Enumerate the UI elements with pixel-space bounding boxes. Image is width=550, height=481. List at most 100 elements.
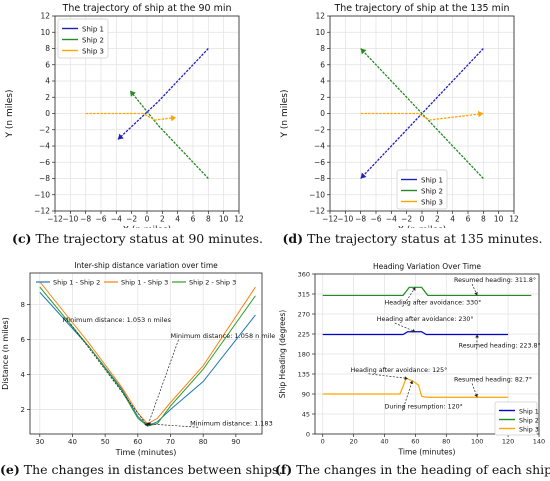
trajectory-chart-90min: The trajectory of ship at the 90 min −12 −… [5,3,244,228]
y-axis-label: Y (n miles) [5,90,15,139]
y-tick-label: −6 [314,158,325,167]
series-1 [117,48,209,140]
x-tick-label: 6 [191,215,196,224]
series-line [322,377,509,398]
y-tick-label: 135 [298,370,310,378]
legend-entry: Ship 2 - Ship 3 [189,279,236,287]
y-axis-label: Distance (n miles) [1,317,10,390]
x-tick-label: 100 [471,438,483,446]
grid [30,273,262,434]
x-tick-label: 6 [466,215,471,224]
y-tick-label: −2 [314,125,325,134]
x-tick-label: 0 [420,215,425,224]
chart-title: The trajectory of ship at the 90 min [62,3,232,14]
x-tick-label: −12 [47,215,63,224]
series-3 [360,110,484,121]
series-arrowhead [360,172,367,179]
y-tick-label: 2 [45,93,50,102]
x-tick-label: 12 [509,215,519,224]
x-tick-label: 2 [435,215,440,224]
y-tick-label: 8 [21,301,25,309]
annotation-arrowhead [411,328,416,333]
distance-chart: Inter-ship distance variation over time 3… [1,262,275,457]
x-tick-label: 80 [199,438,208,446]
legend-entry: Ship 3 [519,427,539,434]
x-tick-label: −2 [126,215,137,224]
annotation-arrowhead [147,422,151,426]
y-tick-label: 4 [320,77,325,86]
x-tick-label: 40 [68,438,77,446]
series-arrowhead [360,48,367,55]
annotation-arrow [147,339,179,427]
series-2 [322,286,532,297]
series-line [129,90,209,179]
y-tick-label: 10 [315,28,325,37]
annotation-arrowhead [474,393,478,398]
x-tick-label: 8 [206,215,211,224]
y-tick-label: 8 [320,44,325,53]
caption-e: (e) The changes in distances between shi… [0,462,283,477]
y-tick-label: 6 [320,60,325,69]
y-tick-label: −10 [309,190,325,199]
legend-entry: Ship 3 [82,48,104,56]
annotation-label: Minimum distance: 1.183 n miles [190,419,275,427]
x-tick-label: −4 [111,215,122,224]
x-tick-label: 120 [502,438,514,446]
series-line [360,112,484,121]
legend: Ship 1 Ship 2 Ship 3 [396,169,448,210]
x-tick-label: 12 [234,215,244,224]
legend: Ship 1 Ship 2 Ship 3 [57,18,109,59]
x-tick-label: 8 [481,215,486,224]
series-line [85,112,177,121]
y-tick-label: 6 [45,60,50,69]
series-3 [322,377,509,398]
x-tick-label: 60 [411,438,419,446]
y-tick-label: −8 [39,174,50,183]
x-tick-label: −2 [401,215,412,224]
legend-entry: Ship 1 [82,26,104,34]
y-tick-label: −12 [309,207,325,216]
annotation: Heading after avoidance: 330° [385,287,481,307]
caption-d: (d) The trajectory status at 135 minutes… [282,231,543,246]
trajectory-chart-135min: The trajectory of ship at the 135 min −12… [280,3,519,228]
annotation-arrow [394,322,416,333]
x-tick-label: −4 [386,215,397,224]
y-tick-label: 12 [315,12,325,21]
legend-entry: Ship 2 [421,188,443,196]
legend: Ship 1 - Ship 2 Ship 1 - Ship 3 Ship 2 - S… [36,279,236,287]
series-line [117,48,209,140]
annotation-arrowhead [409,380,414,385]
series-line [39,286,256,427]
y-axis-label: Y (n miles) [280,90,290,139]
x-tick-label: 4 [175,215,180,224]
legend: Ship 1 Ship 2 Ship 3 [494,401,539,436]
x-tick-label: 10 [219,215,229,224]
x-tick-label: 10 [494,215,504,224]
series-line [360,48,484,179]
series-3 [39,286,256,427]
y-tick-label: 4 [45,77,50,86]
x-tick-label: 60 [133,438,142,446]
annotation-arrow [147,423,199,428]
annotation-arrow [402,287,416,307]
legend-entry: Ship 3 [421,199,443,207]
annotation-arrow [402,380,413,411]
legend-entry: Ship 1 [421,177,443,185]
annotation: During resumption: 120° [385,380,463,411]
x-axis-label: Time (minutes) [115,448,177,457]
x-tick-label: 80 [442,438,450,446]
annotation-arrowhead [144,422,148,427]
y-tick-label: 270 [298,310,310,318]
y-tick-label: −6 [39,158,50,167]
series-1 [360,48,484,179]
annotation-arrowhead [475,334,479,338]
y-tick-label: 10 [40,28,50,37]
x-tick-label: −12 [322,215,338,224]
annotation-arrowhead [474,291,478,296]
y-tick-label: 8 [45,44,50,53]
series-arrowhead [170,114,177,122]
annotation: Minimum distance: 1.183 n miles [147,419,275,428]
y-tick-label: 90 [302,390,310,398]
y-axis-label: Ship Heading (degrees) [278,310,287,398]
caption-f: (f) The changes in the heading of each s… [275,462,550,477]
